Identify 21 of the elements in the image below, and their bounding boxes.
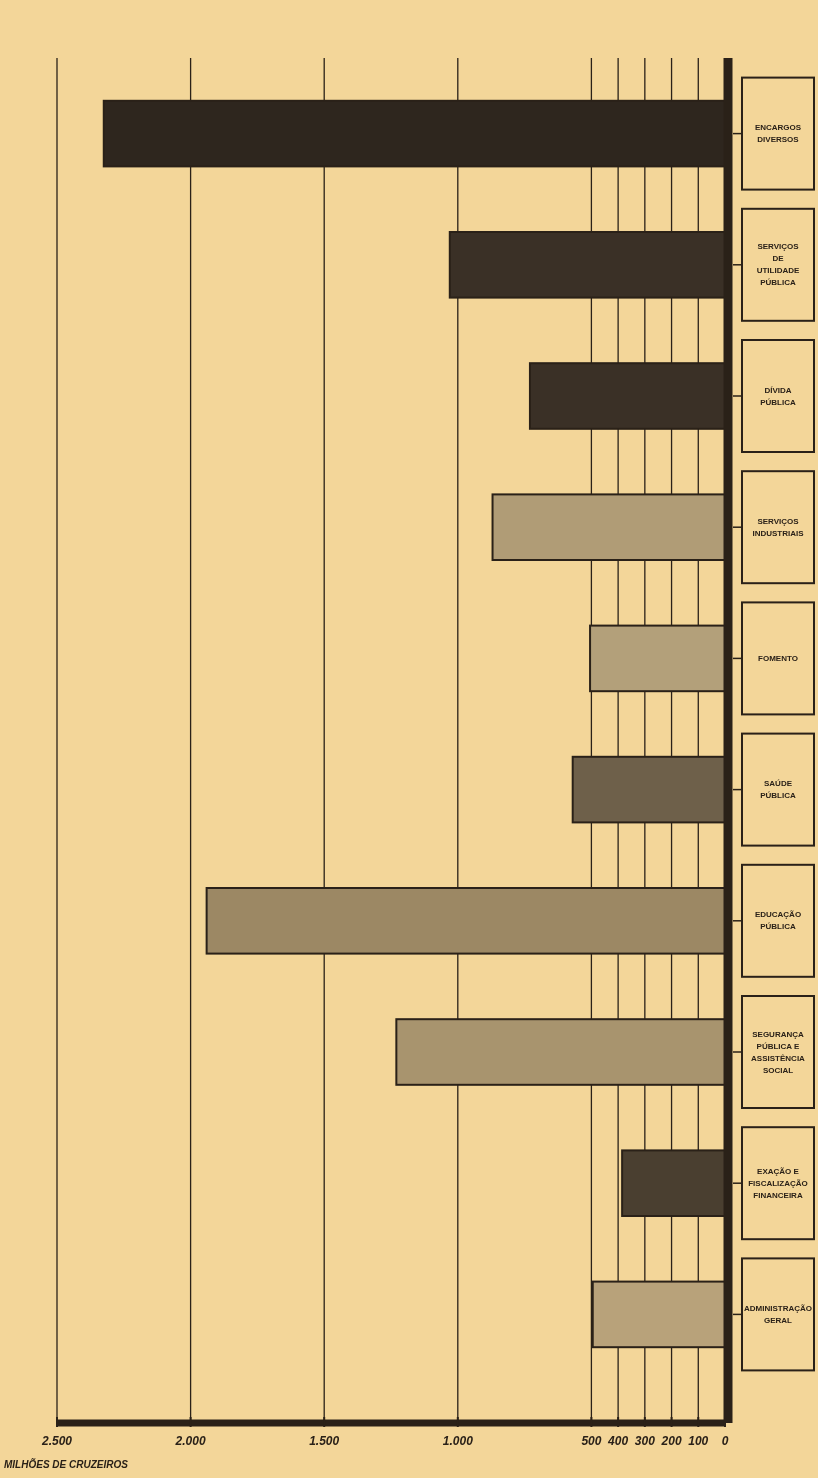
x-tick-label: 500 [581, 1434, 602, 1448]
y-tick-label: EXAÇÃO E FISCALIZAÇÃO FINANCEIRA [748, 1166, 808, 1200]
y-tick-label: ADMINISTRAÇÃO GERAL [744, 1303, 812, 1325]
y-tick-label: EDUCAÇÃO PÚBLICA [754, 910, 802, 932]
y-tick-label: SEGURANÇA PÚBLICA E ASSISTÊNCIA SOCIAL [751, 1029, 806, 1075]
x-axis-title: MILHÕES DE CRUZEIROS [4, 1458, 129, 1470]
y-tick-label: SAÚDE PÚBLICA [760, 779, 796, 801]
x-tick-label: 100 [688, 1434, 709, 1448]
y-tick-label: ENCARGOS DIVERSOS [754, 123, 802, 145]
y-tick-label: SERVIÇOS DE UTILIDADE PÚBLICA [756, 242, 800, 288]
x-tick-label: 2.500 [40, 1434, 73, 1448]
x-tick-label: 1.000 [442, 1434, 474, 1448]
x-tick-label: 300 [634, 1434, 656, 1448]
y-tick-label: SERVIÇOS INDUSTRIAIS [752, 516, 805, 538]
x-tick-label: 2.000 [174, 1434, 206, 1448]
x-tick-label: 400 [607, 1434, 629, 1448]
y-tick-label: FOMENTO [758, 653, 798, 663]
x-tick-label: 0 [721, 1434, 729, 1448]
x-tick-label: 1.500 [309, 1434, 340, 1448]
y-tick-label: DÍVIDA PÚBLICA [760, 385, 796, 407]
x-tick-label: 200 [660, 1434, 682, 1448]
